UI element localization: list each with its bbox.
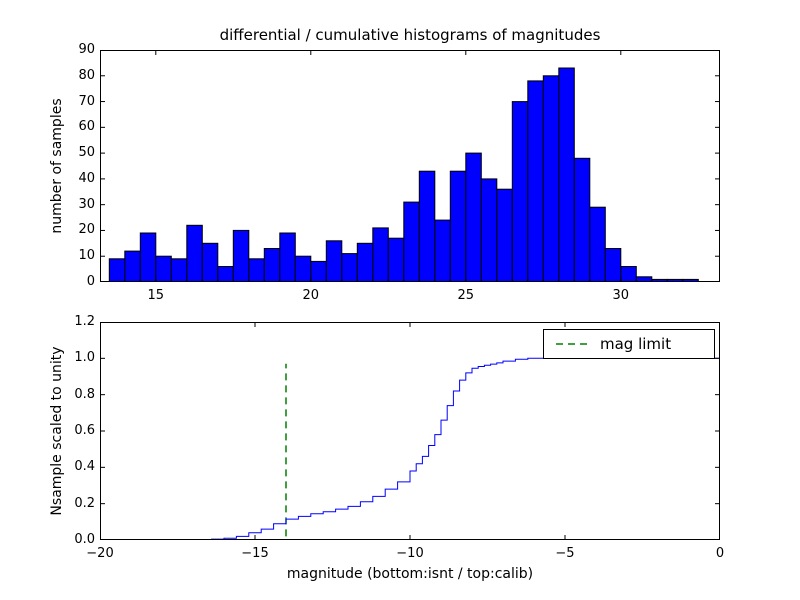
histogram-bar bbox=[387, 237, 405, 282]
histogram-bar bbox=[604, 248, 622, 282]
histogram-bar bbox=[418, 170, 436, 282]
bottom-x-tick-label: −10 bbox=[396, 546, 424, 561]
histogram-bar bbox=[527, 80, 544, 282]
histogram-bar bbox=[155, 255, 172, 282]
legend-dashed-line-icon bbox=[556, 343, 588, 345]
histogram-bar bbox=[542, 75, 560, 282]
histogram-bar bbox=[124, 250, 141, 282]
histogram-bar bbox=[263, 248, 281, 282]
top-y-tick-label: 80 bbox=[78, 67, 95, 83]
histogram-bar bbox=[589, 206, 606, 282]
bottom-y-tick-label: 1.2 bbox=[74, 314, 95, 329]
bottom-x-tick-label: −15 bbox=[241, 546, 269, 561]
histogram-bar bbox=[139, 232, 157, 282]
cumulative-plot bbox=[100, 322, 720, 540]
top-y-tick-label: 20 bbox=[78, 222, 95, 238]
top-x-tick-label: 15 bbox=[147, 288, 165, 303]
histogram-bar bbox=[201, 242, 219, 282]
cumulative-step-curve bbox=[100, 357, 720, 540]
histogram-bar bbox=[620, 266, 637, 282]
histogram-bar bbox=[558, 67, 575, 282]
top-y-tick-label: 40 bbox=[78, 170, 95, 186]
top-y-tick-label: 0 bbox=[86, 274, 95, 289]
top-y-tick-label: 60 bbox=[78, 119, 95, 135]
histogram-bar bbox=[232, 229, 250, 282]
top-x-tick-label: 25 bbox=[457, 288, 475, 303]
top-y-tick-label: 50 bbox=[78, 145, 95, 161]
histogram-bar bbox=[372, 227, 389, 282]
chart-title: differential / cumulative histograms of … bbox=[219, 26, 601, 44]
histogram-bar bbox=[279, 232, 296, 282]
top-y-tick-label: 10 bbox=[78, 248, 95, 264]
histogram-bar bbox=[310, 260, 327, 282]
bottom-y-tick-label: 1.0 bbox=[74, 350, 95, 366]
bottom-x-tick-label: −20 bbox=[86, 546, 114, 561]
legend: mag limit bbox=[543, 329, 715, 359]
histogram-bar bbox=[434, 219, 451, 282]
legend-label: mag limit bbox=[600, 335, 672, 353]
histogram-bar bbox=[325, 240, 343, 282]
histogram-bar bbox=[356, 242, 374, 282]
bottom-cumulative-axes bbox=[100, 322, 720, 540]
histogram-bar bbox=[403, 201, 420, 282]
histogram-bar bbox=[496, 188, 513, 282]
histogram-bar bbox=[341, 253, 358, 282]
bottom-y-tick-label: 0.2 bbox=[74, 495, 95, 511]
bottom-y-tick-label: 0.6 bbox=[74, 423, 95, 438]
histogram-plot bbox=[100, 50, 720, 282]
bottom-y-tick-label: 0.8 bbox=[74, 386, 95, 402]
top-x-tick-label: 20 bbox=[302, 288, 320, 303]
histogram-bar bbox=[480, 178, 498, 282]
x-axis-label: magnitude (bottom:isnt / top:calib) bbox=[286, 566, 534, 582]
histogram-bar bbox=[511, 101, 529, 282]
histogram-bar bbox=[108, 258, 126, 282]
histogram-bar bbox=[248, 258, 265, 282]
bottom-x-tick-label: −5 bbox=[555, 546, 575, 561]
histogram-bar bbox=[294, 255, 312, 282]
bottom-y-tick-label: 0.0 bbox=[74, 532, 95, 547]
bottom-y-tick-label: 0.4 bbox=[74, 459, 95, 475]
bottom-x-tick-label: 0 bbox=[715, 546, 725, 561]
histogram-bar bbox=[573, 157, 591, 282]
top-x-tick-label: 30 bbox=[612, 288, 630, 303]
histogram-bar bbox=[217, 266, 234, 282]
top-histogram-axes bbox=[100, 50, 720, 282]
histogram-bar bbox=[170, 258, 188, 282]
top-y-tick-label: 90 bbox=[78, 42, 95, 57]
histogram-bar bbox=[186, 224, 203, 282]
histogram-bar bbox=[449, 170, 467, 282]
top-y-tick-label: 30 bbox=[78, 196, 95, 212]
histogram-bar bbox=[465, 152, 482, 282]
top-y-tick-label: 70 bbox=[78, 93, 95, 109]
